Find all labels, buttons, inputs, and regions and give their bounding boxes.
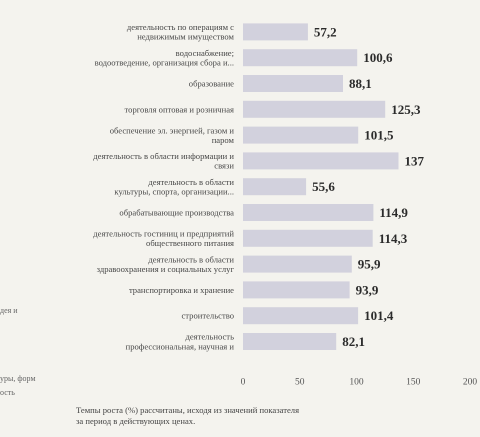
category-label: деятельность профессиональная, научная и [126,332,235,352]
footnote: Темпы роста (%) рассчитаны, исходя из зн… [76,405,299,427]
bar [243,152,399,170]
x-tick-label: 100 [349,377,364,387]
bar [243,178,307,196]
x-tick-label: 0 [241,377,246,387]
value-label: 114,9 [379,205,408,220]
bar [243,281,350,299]
bar [243,126,359,144]
edge-fragment: уры, форм [0,374,36,383]
bar [243,333,337,350]
bar [243,307,359,325]
category-label: обрабатывающие производства [119,208,234,218]
category-labels: деятельность по операциям с недвижимым им… [93,22,234,351]
value-label: 88,1 [349,76,372,91]
category-label: деятельность в области культуры, спорта, … [114,177,234,197]
bar [243,23,308,41]
edge-fragment: ость [0,388,15,397]
category-label: водоснабжение; водоотведение, организация… [95,48,234,68]
value-label: 95,9 [358,257,381,272]
category-label: деятельность в области информации и связи [93,151,234,171]
category-label: строительство [181,311,234,321]
value-label: 55,6 [312,179,335,194]
category-label: деятельность в области здравоохранения и … [97,254,235,274]
footnote-line-2: за период в действующих ценах. [76,416,196,426]
bar [243,75,343,92]
value-label: 100,6 [363,50,393,65]
bars [243,23,399,350]
value-label: 93,9 [356,282,379,297]
x-tick-label: 150 [406,377,421,387]
bar [243,255,352,273]
category-label: транспортировка и хранение [129,285,234,295]
bar [243,49,358,67]
category-label: деятельность гостиниц и предприятий общес… [93,229,234,249]
value-labels: 57,2 100,6 88,1 125,3 101,5 137 55,6 114,9 114,3… [312,24,424,349]
edge-fragment: дея и [0,306,18,315]
value-label: 114,3 [379,231,408,246]
category-label: торговля оптовая и розничная [125,104,235,114]
value-label: 57,2 [314,24,337,39]
x-tick-label: 50 [295,377,305,387]
category-label: деятельность по операциям с недвижимым им… [127,22,235,42]
left-edge-fragments: дея и уры, форм ость [0,306,36,397]
footnote-line-1: Темпы роста (%) рассчитаны, исходя из зн… [76,405,300,415]
value-label: 137 [405,153,425,168]
bar [243,100,386,118]
value-label: 82,1 [342,334,365,349]
value-label: 101,4 [364,308,394,323]
x-tick-label: 200 [463,377,478,387]
value-label: 125,3 [391,102,421,117]
bar [243,229,373,247]
category-label: образование [189,79,234,89]
x-axis-ticks: 0 50 100 150 200 [241,377,478,387]
category-label: обеспечение эл. энергией, газом и паром [110,125,235,145]
bar [243,204,374,221]
value-label: 101,5 [364,128,394,143]
